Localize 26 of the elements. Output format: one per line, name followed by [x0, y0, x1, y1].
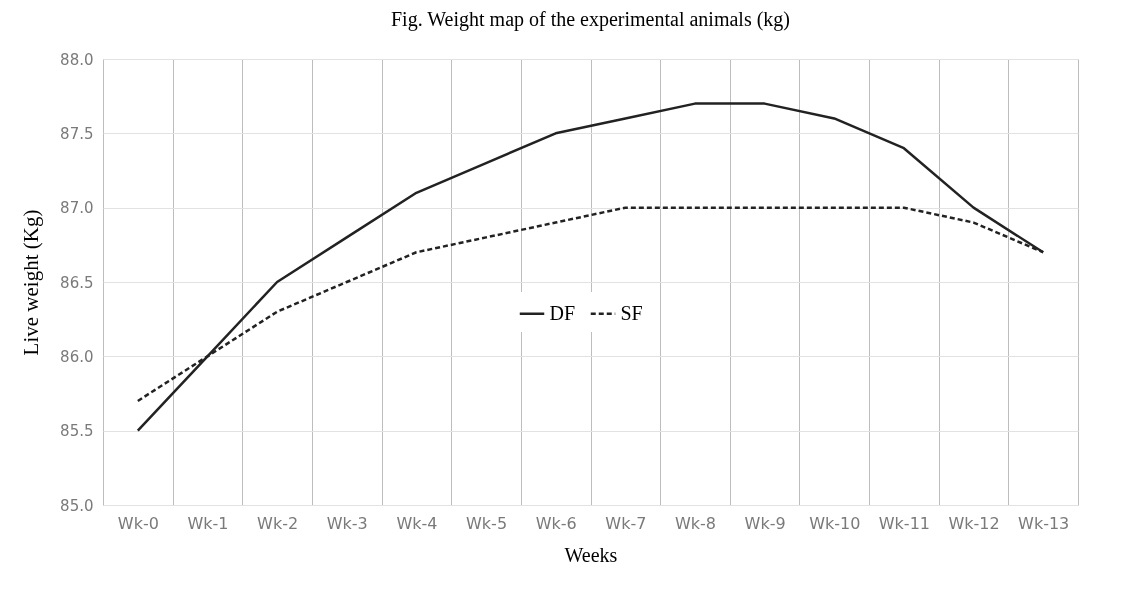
x-tick-label: Wk-0 [117, 513, 159, 533]
x-tick-label: Wk-10 [809, 513, 861, 533]
x-tick-label: Wk-6 [535, 513, 577, 533]
x-tick-label: Wk-13 [1018, 513, 1070, 533]
x-tick-label: Wk-1 [187, 513, 229, 533]
x-tick-label: Wk-12 [948, 513, 1000, 533]
y-tick-label: 87.5 [60, 124, 94, 143]
x-tick-label: Wk-11 [878, 513, 930, 533]
chart-title: Fig. Weight map of the experimental animals (kg) [390, 8, 791, 31]
y-tick-label: 87.0 [60, 199, 94, 218]
y-tick-label: 86.5 [60, 273, 94, 292]
x-tick-label: Wk-4 [396, 513, 438, 533]
y-axis-title: Live weight (Kg) [19, 209, 44, 356]
y-tick-label: 86.0 [60, 347, 94, 366]
legend-label: SF [620, 301, 643, 324]
y-tick-label: 85.5 [60, 422, 94, 441]
x-tick-label: Wk-2 [257, 513, 299, 533]
x-tick-label: Wk-7 [605, 513, 647, 533]
x-axis-title: Weeks [564, 543, 618, 566]
y-tick-label: 85.0 [60, 496, 94, 515]
x-tick-label: Wk-8 [674, 513, 716, 533]
x-tick-label: Wk-3 [326, 513, 368, 533]
x-tick-label: Wk-9 [744, 513, 786, 533]
y-tick-label: 88.0 [60, 50, 94, 69]
x-tick-label: Wk-5 [466, 513, 508, 533]
legend-label: DF [549, 301, 576, 324]
